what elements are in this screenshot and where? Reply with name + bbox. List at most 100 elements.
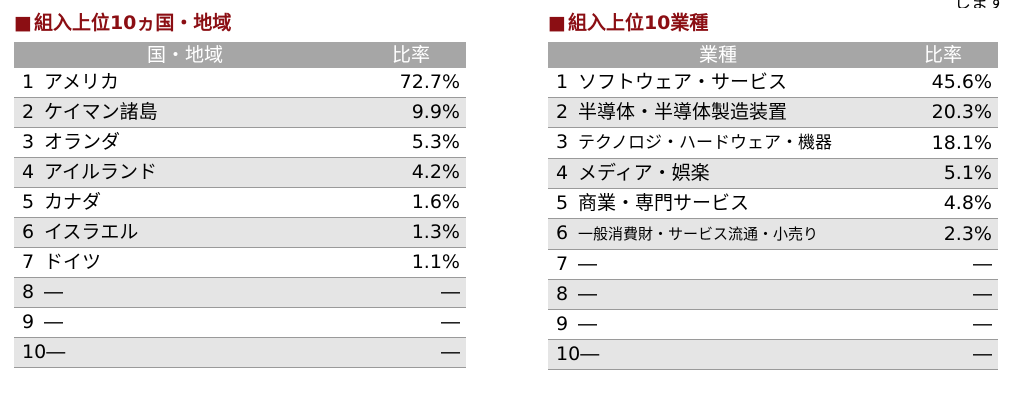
ratio-cell: 1.3% [356, 217, 466, 248]
rank-number: 9 [556, 313, 569, 335]
country-name: ドイツ [44, 251, 102, 273]
rank-number: 7 [556, 253, 569, 275]
ratio-cell: 9.9% [356, 97, 466, 128]
ratio-cell: ― [888, 279, 998, 310]
table-row: 6 一般消費財・サービス流通・小売り 2.3% [548, 218, 998, 250]
ratio-cell: ― [888, 339, 998, 370]
rank-number: 3 [22, 131, 35, 153]
ratio-cell: 1.1% [356, 247, 466, 278]
industry-cell: 10― [548, 339, 888, 370]
rank-number: 2 [556, 101, 569, 123]
table-row: 4 メディア・娯楽 5.1% [548, 158, 998, 189]
country-name: アメリカ [44, 71, 120, 93]
rank-number: 5 [22, 191, 35, 213]
country-cell: 3 オランダ [14, 127, 356, 158]
top10-countries-panel: ■ 組入上位10ヵ国・地域 国・地域 比率 1 アメリカ 72.7% 2 ケイマン諸島… [14, 8, 466, 368]
country-name: ― [44, 311, 63, 333]
industry-cell: 2 半導体・半導体製造装置 [548, 97, 888, 128]
panel-title: ■ 組入上位10業種 [548, 8, 998, 42]
table-row: 7 ドイツ 1.1% [14, 247, 466, 278]
table-row: 8 ― ― [548, 279, 998, 310]
industry-name: テクノロジ・ハードウェア・機器 [578, 133, 832, 153]
country-name: オランダ [44, 131, 121, 153]
rank-number: 1 [556, 71, 569, 93]
country-cell: 5 カナダ [14, 187, 356, 218]
industry-name: ― [578, 253, 597, 275]
countries-table: 国・地域 比率 1 アメリカ 72.7% 2 ケイマン諸島 9.9% 3 オランダ 5… [14, 42, 466, 368]
industry-name: 半導体・半導体製造装置 [578, 101, 788, 123]
country-name: ケイマン諸島 [44, 101, 158, 123]
rank-number: 9 [22, 311, 35, 333]
table-row: 9 ― ― [548, 309, 998, 340]
rank-number: 1 [22, 71, 35, 93]
ratio-cell: 72.7% [356, 68, 466, 98]
country-name: ― [44, 281, 63, 303]
ratio-cell: 45.6% [888, 68, 998, 98]
table-row: 4 アイルランド 4.2% [14, 157, 466, 188]
table-row: 3 オランダ 5.3% [14, 127, 466, 158]
ratio-cell: ― [888, 249, 998, 280]
rank-number: 4 [556, 162, 569, 184]
table-row: 1 アメリカ 72.7% [14, 68, 466, 98]
industry-name: 商業・専門サービス [578, 192, 750, 214]
country-cell: 9 ― [14, 307, 356, 338]
ratio-cell: 4.8% [888, 188, 998, 219]
rank-number: 4 [22, 161, 35, 183]
industry-cell: 4 メディア・娯楽 [548, 158, 888, 189]
ratio-cell: ― [356, 277, 466, 308]
country-cell: 8 ― [14, 277, 356, 308]
industry-cell: 8 ― [548, 279, 888, 310]
rank-number: 3 [556, 131, 569, 153]
industry-name: 一般消費財・サービス流通・小売り [578, 225, 819, 243]
table-header-row: 国・地域 比率 [14, 42, 466, 68]
square-bullet-icon: ■ [548, 12, 566, 34]
rank-number: 6 [556, 222, 569, 244]
rank-number: 2 [22, 101, 35, 123]
ratio-cell: ― [888, 309, 998, 340]
ratio-cell: 5.3% [356, 127, 466, 158]
country-cell: 7 ドイツ [14, 247, 356, 278]
ratio-cell: 20.3% [888, 97, 998, 128]
table-row: 5 カナダ 1.6% [14, 187, 466, 218]
industry-cell: 1 ソフトウェア・サービス [548, 68, 888, 98]
industry-cell: 6 一般消費財・サービス流通・小売り [548, 218, 888, 250]
table-row: 1 ソフトウェア・サービス 45.6% [548, 68, 998, 98]
ratio-cell: ― [356, 307, 466, 338]
table-row: 2 ケイマン諸島 9.9% [14, 97, 466, 128]
table-row: 6 イスラエル 1.3% [14, 217, 466, 248]
country-name: イスラエル [44, 221, 139, 243]
table-row: 8 ― ― [14, 277, 466, 308]
industry-cell: 3 テクノロジ・ハードウェア・機器 [548, 127, 888, 159]
table-row: 9 ― ― [14, 307, 466, 338]
column-header-country: 国・地域 [14, 42, 356, 68]
table-row: 10― ― [548, 339, 998, 370]
ratio-cell: 1.6% [356, 187, 466, 218]
industry-cell: 9 ― [548, 309, 888, 340]
country-cell: 2 ケイマン諸島 [14, 97, 356, 128]
ratio-cell: 5.1% [888, 158, 998, 189]
country-cell: 6 イスラエル [14, 217, 356, 248]
industry-name: ― [578, 283, 597, 305]
table-row: 2 半導体・半導体製造装置 20.3% [548, 97, 998, 128]
ratio-cell: 18.1% [888, 127, 998, 159]
industry-cell: 5 商業・専門サービス [548, 188, 888, 219]
country-cell: 10― [14, 337, 356, 368]
rank-number: 7 [22, 251, 35, 273]
panel-title-text: 組入上位10ヵ国・地域 [33, 12, 232, 34]
rank-number: 6 [22, 221, 35, 243]
column-header-industry: 業種 [548, 42, 888, 68]
cropped-corner-text: します [954, 0, 1014, 8]
table-header-row: 業種 比率 [548, 42, 998, 68]
ratio-cell: ― [356, 337, 466, 368]
industry-name: ― [580, 343, 600, 365]
ratio-cell: 2.3% [888, 218, 998, 250]
country-name: ― [46, 341, 66, 363]
panel-title: ■ 組入上位10ヵ国・地域 [14, 8, 466, 42]
top10-industries-panel: ■ 組入上位10業種 業種 比率 1 ソフトウェア・サービス 45.6% 2 半導体・… [548, 8, 998, 370]
rank-number: 8 [556, 283, 569, 305]
industries-table: 業種 比率 1 ソフトウェア・サービス 45.6% 2 半導体・半導体製造装置 20… [548, 42, 998, 370]
country-cell: 1 アメリカ [14, 68, 356, 98]
rank-number: 5 [556, 192, 569, 214]
industry-name: ソフトウェア・サービス [578, 71, 788, 93]
rank-number: 10 [22, 341, 47, 363]
